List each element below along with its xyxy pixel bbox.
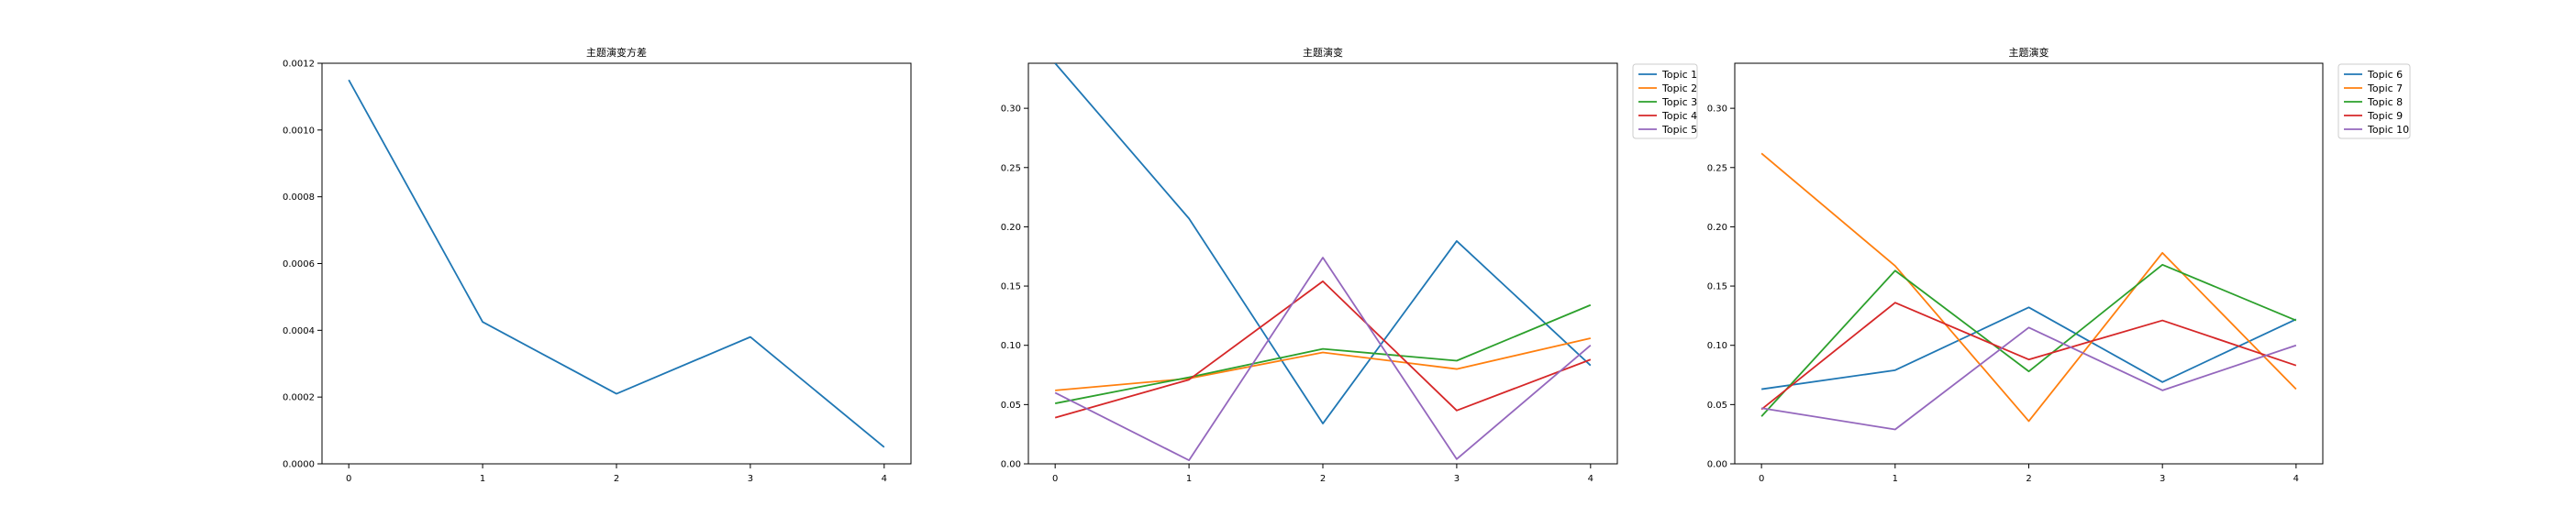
x-tick-label: 1 [480,474,485,484]
y-tick-label: 0.05 [1707,401,1727,411]
legend-label: Topic 3 [1661,96,1697,108]
series-line-topic-8 [1760,263,2297,417]
axes-frame [1027,62,1618,465]
axes-frame [1734,62,2324,465]
legend-label: Topic 7 [2367,82,2403,94]
y-tick-label: 0.25 [1001,163,1021,173]
chart-title: 主题演变 [1303,46,1343,59]
series-line-topic-5 [1054,257,1592,462]
series-line-topic-3 [1055,303,1592,404]
y-axis-ticks: 0.00 0.05 0.10 0.15 0.20 0.25 0.30 [1707,104,1735,470]
x-axis-ticks: 0 1 2 3 4 [346,464,887,484]
y-tick-label: 0.20 [1001,223,1021,233]
x-tick-label: 4 [882,474,887,484]
series-layer [348,79,885,448]
legend-label: Topic 2 [1661,82,1697,94]
chart-title: 主题演变 [2009,46,2049,59]
axes-frame [321,62,912,465]
series-line-topic-6 [1761,306,2297,390]
legend-label: Topic 5 [1661,124,1697,136]
series-layer [1054,63,1592,462]
y-tick-label: 0.10 [1001,341,1021,351]
y-tick-label: 0.25 [1707,163,1727,173]
y-tick-label: 0.05 [1001,401,1021,411]
y-tick-label: 0.0006 [283,259,315,270]
y-axis-ticks: 0.00 0.05 0.10 0.15 0.20 0.25 0.30 [1001,104,1028,470]
x-axis-ticks: 0 1 2 3 4 [1052,464,1593,484]
legend-label: Topic 8 [2367,96,2403,108]
y-tick-label: 0.0008 [283,192,315,203]
series-line-topic-1 [1054,63,1592,424]
legend-label: Topic 1 [1661,69,1697,81]
x-tick-label: 3 [2160,474,2165,484]
y-tick-label: 0.20 [1707,223,1727,233]
legend-label: Topic 6 [2367,69,2403,81]
series-line-topic-10 [1760,326,2297,431]
y-axis-ticks: 0.0000 0.0002 0.0004 0.0006 0.0008 0.0010 0.00… [283,60,322,470]
x-tick-label: 0 [1052,474,1058,484]
x-tick-label: 1 [1893,474,1898,484]
y-tick-label: 0.00 [1707,460,1727,470]
x-tick-label: 4 [1588,474,1593,484]
y-tick-label: 0.10 [1707,341,1727,351]
series-layer [1760,152,2297,431]
legend-label: Topic 4 [1661,110,1697,122]
x-tick-label: 0 [346,474,351,484]
legend-label: Topic 10 [2367,124,2409,136]
y-tick-label: 0.30 [1707,104,1727,115]
x-tick-label: 1 [1186,474,1192,484]
y-tick-label: 0.30 [1001,104,1021,115]
y-tick-label: 0.15 [1707,282,1727,292]
x-tick-label: 3 [748,474,753,484]
y-tick-label: 0.15 [1001,282,1021,292]
x-tick-label: 2 [1320,474,1326,484]
x-tick-label: 2 [614,474,619,484]
y-tick-label: 0.0010 [283,126,315,136]
x-tick-label: 2 [2026,474,2031,484]
series-line-topic-7 [1760,152,2297,423]
y-tick-label: 0.0002 [283,393,315,403]
series-line-topic-9 [1760,302,2297,411]
legend-frame [2337,63,2411,139]
series-line [348,79,885,448]
y-tick-label: 0.0012 [283,60,315,70]
y-tick-label: 0.0004 [283,326,315,336]
y-tick-label: 0.00 [1001,460,1021,470]
y-tick-label: 0.0000 [283,460,315,470]
x-tick-label: 0 [1759,474,1764,484]
x-tick-label: 4 [2293,474,2299,484]
series-line-topic-2 [1055,337,1592,391]
chart-title: 主题演变方差 [586,46,647,59]
legend-label: Topic 9 [2367,110,2403,122]
series-line-topic-4 [1054,280,1592,419]
x-axis-ticks: 0 1 2 3 4 [1759,464,2299,484]
legend-frame [1632,63,1698,139]
x-tick-label: 3 [1454,474,1460,484]
